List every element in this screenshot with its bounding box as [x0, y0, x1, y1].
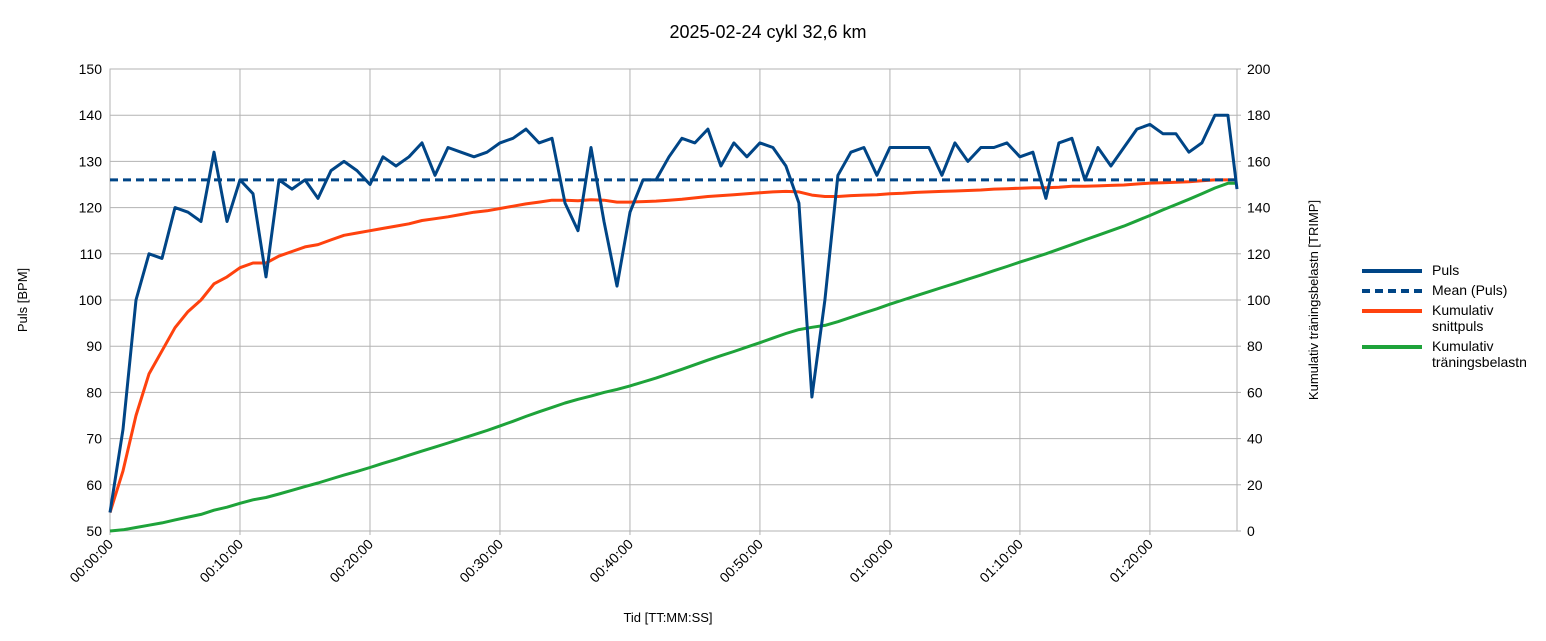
- y-tick-label: 60: [86, 477, 102, 493]
- legend-swatch: [1362, 302, 1422, 318]
- y2-tick-label: 60: [1247, 384, 1263, 400]
- y-tick-label: 120: [79, 200, 103, 216]
- y-tick-label: 70: [86, 431, 102, 447]
- x-tick-label: 00:10:00: [196, 536, 246, 586]
- legend-swatch: [1362, 262, 1422, 278]
- series-line: [108, 178, 1237, 513]
- y-tick-label: 100: [79, 292, 103, 308]
- x-tick-label: 00:50:00: [716, 536, 766, 586]
- y-tick-label: 110: [80, 246, 103, 262]
- y2-axis-label: Kumulativ träningsbelastn [TRIMP]: [1306, 200, 1321, 400]
- y-tick-label: 90: [86, 338, 102, 354]
- legend-item: Kumulativ snittpuls: [1362, 302, 1542, 334]
- y-tick-label: 80: [86, 384, 102, 400]
- y2-tick-label: 100: [1247, 292, 1271, 308]
- y-tick-label: 150: [79, 61, 103, 77]
- legend-label: Kumulativ snittpuls: [1432, 302, 1494, 334]
- x-tick-label: 01:20:00: [1106, 536, 1156, 586]
- series-line: [109, 181, 1237, 533]
- y2-tick-label: 0: [1247, 523, 1255, 539]
- series-line: [108, 113, 1239, 513]
- legend-label: Kumulativ träningsbelastn: [1432, 338, 1527, 370]
- y2-tick-label: 160: [1247, 153, 1271, 169]
- x-tick-label: 00:30:00: [456, 536, 506, 586]
- legend-swatch: [1362, 338, 1422, 354]
- x-tick-label: 01:00:00: [846, 536, 896, 586]
- y-tick-label: 50: [86, 523, 102, 539]
- x-axis-label: Tid [TT:MM:SS]: [623, 610, 712, 625]
- y2-tick-label: 140: [1247, 200, 1271, 216]
- y2-tick-label: 40: [1247, 431, 1263, 447]
- legend-item: Kumulativ träningsbelastn: [1362, 338, 1542, 370]
- y2-tick-label: 120: [1247, 246, 1271, 262]
- legend-label: Mean (Puls): [1432, 282, 1508, 298]
- legend-label: Puls: [1432, 262, 1460, 278]
- chart-title: 2025-02-24 cykl 32,6 km: [669, 22, 866, 42]
- y-axis-label: Puls [BPM]: [15, 268, 30, 332]
- y2-tick-label: 180: [1247, 107, 1271, 123]
- y2-tick-label: 20: [1247, 477, 1263, 493]
- legend-item: Puls: [1362, 262, 1542, 278]
- x-tick-label: 00:00:00: [66, 536, 116, 586]
- y2-tick-label: 80: [1247, 338, 1263, 354]
- x-tick-label: 01:10:00: [976, 536, 1026, 586]
- x-tick-label: 00:20:00: [326, 536, 376, 586]
- legend-item: Mean (Puls): [1362, 282, 1542, 298]
- y-tick-label: 140: [79, 107, 103, 123]
- legend-swatch: [1362, 282, 1422, 298]
- y-tick-label: 130: [79, 153, 103, 169]
- x-tick-label: 00:40:00: [586, 536, 636, 586]
- legend: Puls Mean (Puls) Kumulativ snittpuls Kumula…: [1362, 262, 1542, 374]
- y2-tick-label: 200: [1247, 61, 1271, 77]
